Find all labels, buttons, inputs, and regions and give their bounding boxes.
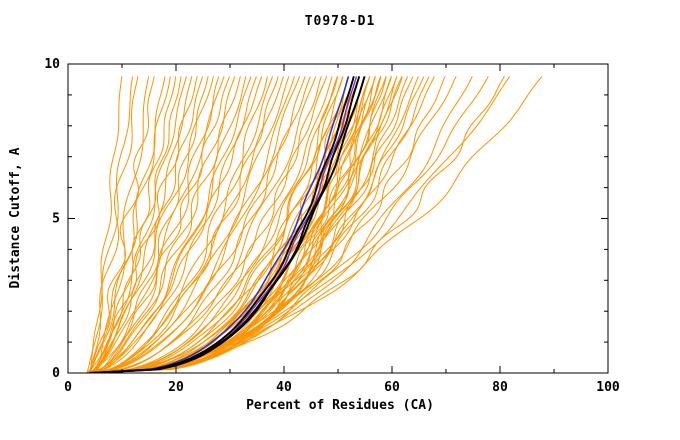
model-curve: [94, 76, 187, 373]
x-tick-label: 80: [492, 380, 508, 395]
model-curve: [94, 76, 338, 373]
y-tick-label: 10: [44, 57, 60, 72]
model-curve: [89, 76, 123, 373]
model-curve: [89, 76, 225, 373]
chart-title: T0978-D1: [304, 14, 376, 29]
model-curve: [89, 76, 214, 373]
model-curve: [94, 76, 209, 373]
highlight-curve: [92, 76, 358, 373]
y-tick-label: 0: [52, 366, 60, 381]
model-curve: [86, 76, 133, 373]
model-curve: [89, 76, 171, 373]
highlight-curve: [89, 76, 361, 373]
model-curve: [89, 76, 301, 373]
model-curve: [89, 76, 392, 373]
x-axis-label: Percent of Residues (CA): [246, 398, 434, 413]
x-tick-label: 0: [64, 380, 72, 395]
model-curve: [89, 76, 349, 373]
model-curve: [89, 76, 139, 373]
model-curve: [89, 76, 435, 373]
highlight-curve: [89, 76, 355, 373]
model-curve: [89, 76, 403, 373]
model-curve: [86, 76, 349, 373]
model-curve: [86, 76, 166, 373]
model-curve: [89, 76, 247, 373]
model-curve: [89, 76, 457, 373]
model-curve: [92, 76, 317, 373]
model-curve: [89, 76, 268, 373]
x-tick-label: 100: [596, 380, 620, 395]
x-tick-label: 20: [168, 380, 184, 395]
model-curve: [86, 76, 505, 373]
x-tick-label: 60: [384, 380, 400, 395]
model-curve: [89, 76, 193, 373]
model-curve: [89, 76, 182, 373]
model-curve: [92, 76, 252, 373]
model-curve: [89, 76, 236, 373]
model-curve: [86, 76, 328, 373]
highlight-curve: [89, 76, 350, 373]
model-curve: [89, 76, 204, 373]
highlight-curve: [92, 76, 366, 373]
model-curve: [89, 76, 311, 373]
y-tick-label: 5: [52, 212, 60, 227]
y-axis-label: Distance Cutoff, A: [8, 147, 23, 289]
model-curve: [94, 76, 241, 373]
model-curve: [89, 76, 511, 373]
model-curve: [94, 76, 150, 373]
model-curve: [94, 76, 355, 373]
model-curve: [86, 76, 230, 373]
model-curve: [89, 76, 322, 373]
model-curve: [94, 76, 274, 373]
model-curve: [94, 76, 409, 373]
model-curve: [86, 76, 263, 373]
model-curve: [92, 76, 220, 373]
model-curve: [92, 76, 284, 373]
model-curve: [89, 76, 155, 373]
x-tick-label: 40: [276, 380, 292, 395]
model-curve: [89, 76, 382, 373]
model-curve: [94, 76, 543, 373]
model-curve: [89, 76, 489, 373]
